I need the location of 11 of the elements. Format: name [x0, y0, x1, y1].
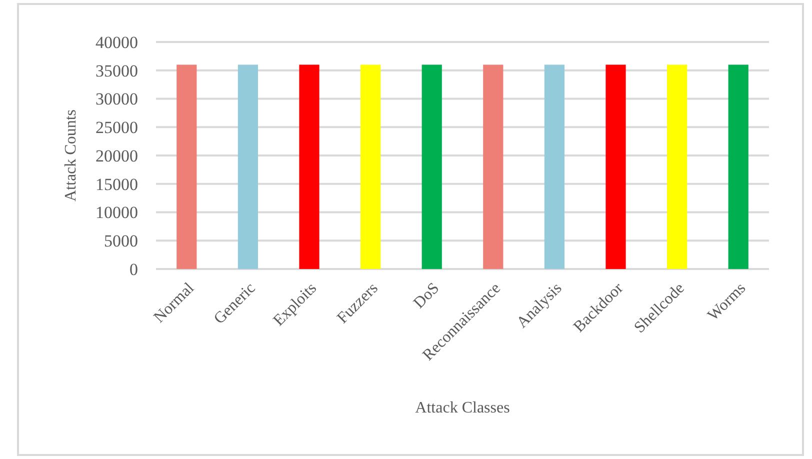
- y-tick-label: 35000: [96, 61, 138, 80]
- y-tick-label: 40000: [96, 32, 138, 52]
- y-tick-label: 0: [130, 260, 138, 279]
- y-tick-label: 10000: [96, 203, 138, 222]
- x-axis-title: Attack Classes: [415, 400, 510, 417]
- y-tick-label: 25000: [96, 118, 138, 138]
- y-tick-label: 20000: [96, 146, 138, 166]
- y-tick-label: 15000: [96, 174, 138, 194]
- y-axis-title: Attack Counts: [62, 110, 80, 202]
- y-tick-label: 5000: [104, 232, 138, 251]
- y-tick-label: 30000: [96, 90, 138, 109]
